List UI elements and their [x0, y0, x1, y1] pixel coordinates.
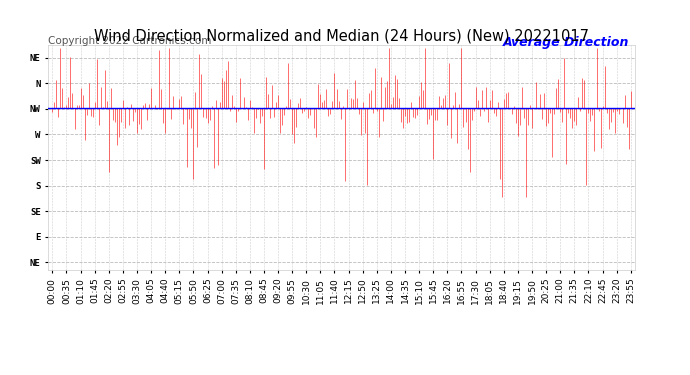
- Text: Copyright 2022 Cartronics.com: Copyright 2022 Cartronics.com: [48, 36, 212, 46]
- Text: Average Direction: Average Direction: [502, 36, 629, 49]
- Title: Wind Direction Normalized and Median (24 Hours) (New) 20221017: Wind Direction Normalized and Median (24…: [94, 29, 589, 44]
